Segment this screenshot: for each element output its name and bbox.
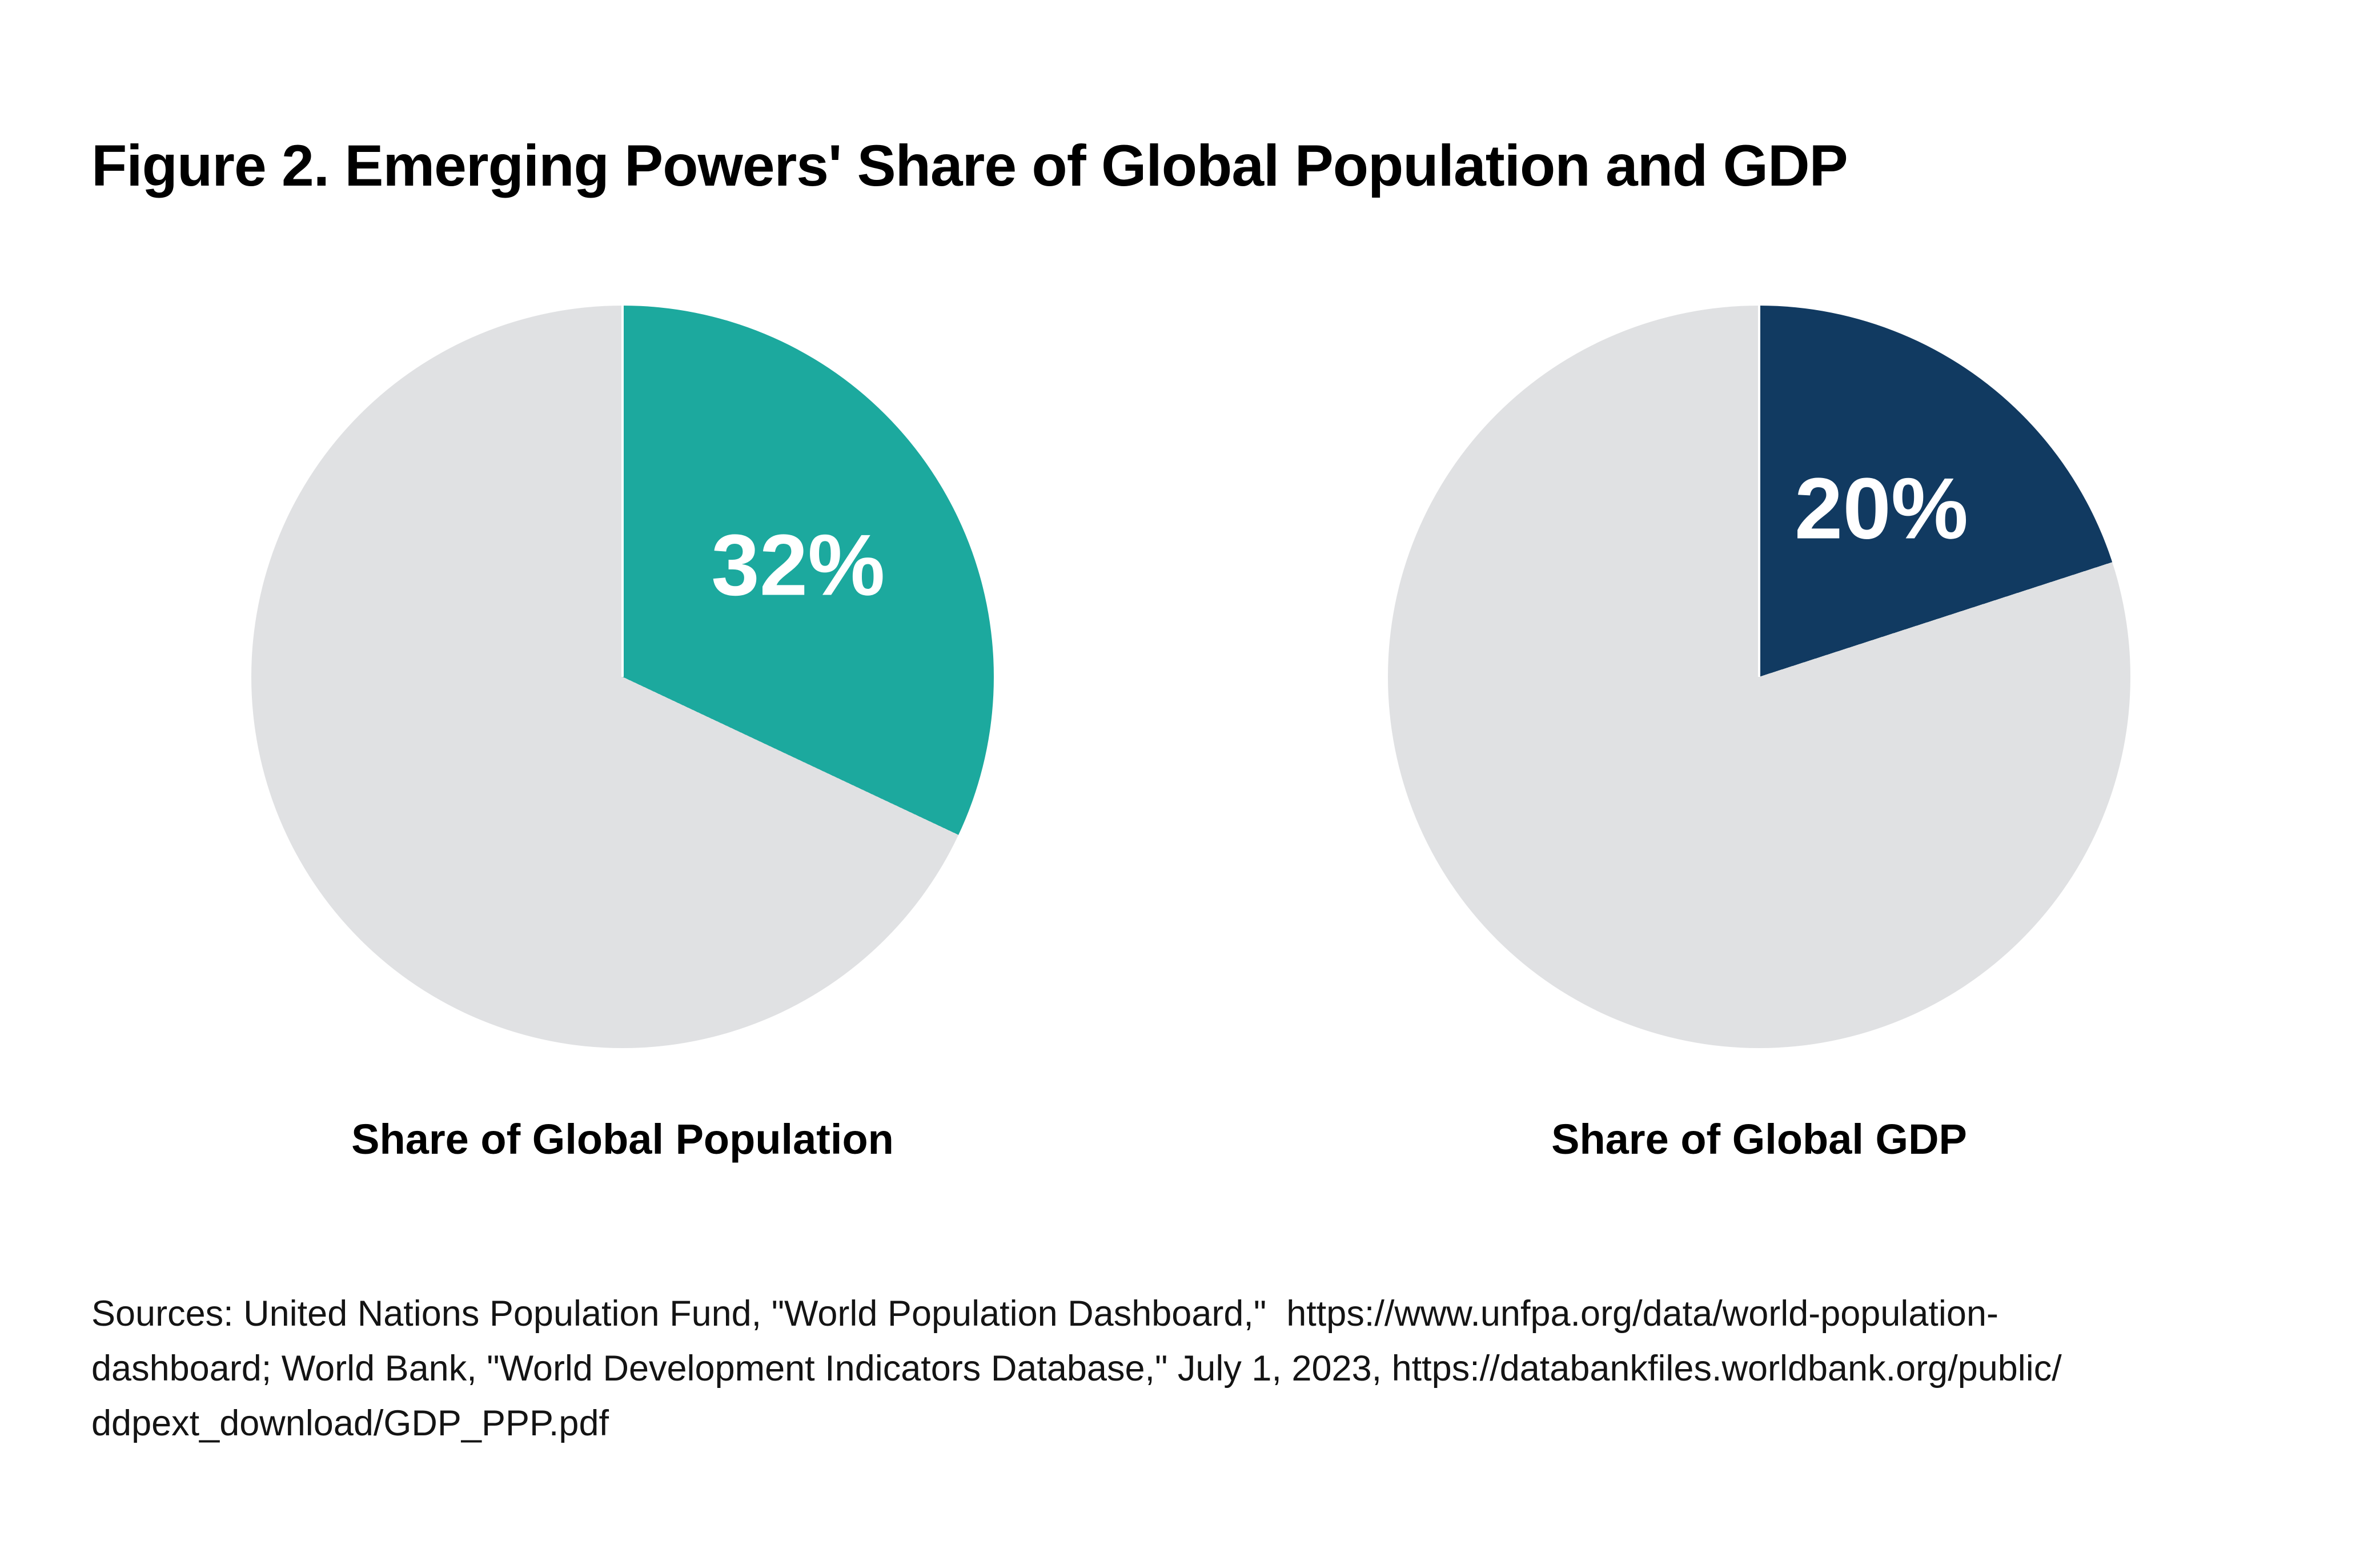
pie-caption-gdp: Share of Global GDP (1551, 1115, 1967, 1163)
pie-data-label-population: 32% (711, 516, 885, 614)
pie-chart-population: 32% (251, 306, 994, 1048)
pie-chart-gdp: 20% (1388, 306, 2130, 1048)
pie-slice-divider (1758, 306, 1760, 677)
pie-caption-population: Share of Global Population (351, 1115, 894, 1163)
figure-title: Figure 2. Emerging Powers' Share of Glob… (91, 133, 1848, 198)
sources-line-1: Sources: United Nations Population Fund,… (91, 1294, 1998, 1334)
pie-data-label-gdp: 20% (1794, 460, 1969, 557)
pie-slice-divider (621, 306, 624, 677)
sources-note: Sources: United Nations Population Fund,… (91, 1286, 2062, 1451)
sources-line-2: dashboard; World Bank, "World Developmen… (91, 1349, 2062, 1389)
sources-line-3: ddpext_download/GDP_PPP.pdf (91, 1403, 609, 1443)
